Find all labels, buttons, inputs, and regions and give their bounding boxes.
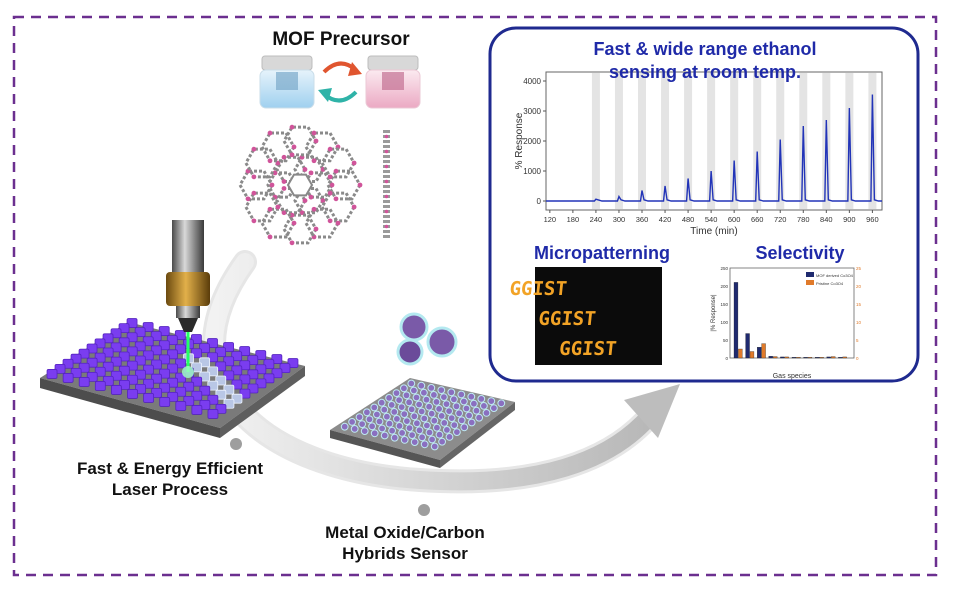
panel-title: Fast & wide range ethanol sensing at roo… xyxy=(540,38,870,83)
y-tick-label: 1000 xyxy=(523,167,541,176)
bar-mof-derived xyxy=(838,357,843,359)
bar-pristine xyxy=(819,357,824,359)
y-tick-label: 3000 xyxy=(523,107,541,116)
bar-mof-derived xyxy=(733,282,739,359)
laser-process-line-1: Fast & Energy Efficient xyxy=(76,459,264,478)
bar-chart-ylabel: |% Response| xyxy=(711,294,717,332)
bar-pristine xyxy=(738,348,743,359)
mof-framework-structure xyxy=(238,124,363,246)
pattern-text-row-2: GGIST xyxy=(537,308,596,330)
pattern-text-row-3: GGIST xyxy=(558,338,617,360)
hybrid-sensor-substrate xyxy=(330,378,515,468)
y-tick-label: 0 xyxy=(537,197,542,206)
bar-pristine xyxy=(761,343,766,359)
x-tick-label: 360 xyxy=(636,215,649,224)
bar-y2-tick-label: 20 xyxy=(856,284,862,289)
bar-y2-tick-label: 15 xyxy=(856,302,862,307)
bar-pristine xyxy=(831,356,836,359)
bar-mof-derived xyxy=(768,356,773,359)
bar-chart-xlabel: Gas species xyxy=(773,373,812,380)
line-chart-ylabel: % Response xyxy=(514,112,525,169)
bar-mof-derived xyxy=(826,356,831,359)
bar-legend-1: MOF derived Co3O4 xyxy=(816,273,854,278)
bar-pristine xyxy=(773,356,778,359)
hybrid-particle-array xyxy=(340,379,506,451)
bar-y-tick-label: 50 xyxy=(723,338,729,343)
x-tick-label: 720 xyxy=(774,215,787,224)
x-tick-label: 240 xyxy=(590,215,603,224)
x-tick-label: 840 xyxy=(820,215,833,224)
laser-process-label: Fast & Energy Efficient Laser Process xyxy=(40,458,300,501)
ethanol-response-chart: 0 1000 2000 3000 4000 120 180 240 300 360 420 480 5… xyxy=(514,71,883,237)
x-tick-label: 180 xyxy=(567,215,580,224)
exposure-band xyxy=(638,73,646,209)
outer-dashed-frame xyxy=(12,15,938,577)
panel-title-line-1: Fast & wide range ethanol xyxy=(593,39,817,59)
x-tick-label: 300 xyxy=(613,215,626,224)
y-tick-label: 4000 xyxy=(523,77,541,86)
x-tick-label: 600 xyxy=(728,215,741,224)
exchange-arrows-icon xyxy=(318,61,362,103)
bar-y2-tick-label: 10 xyxy=(856,320,862,325)
bar-mof-derived xyxy=(745,333,750,359)
bar-mof-derived xyxy=(780,356,785,359)
x-tick-label: 540 xyxy=(705,215,718,224)
exposure-band xyxy=(591,73,600,209)
hybrid-sensor-line-2: Hybrids Sensor xyxy=(342,544,468,564)
y-tick-label: 2000 xyxy=(523,137,541,146)
selectivity-bar-chart: 0 50 100 150 200 250 0 5 10 15 20 25 MOF derived C… xyxy=(711,266,862,380)
mof-rod-structure xyxy=(383,130,390,238)
bar-y-tick-label: 200 xyxy=(720,284,728,289)
bar-y-tick-label: 100 xyxy=(720,320,728,325)
x-tick-label: 660 xyxy=(751,215,764,224)
bar-pristine xyxy=(784,356,789,359)
bar-mof-derived xyxy=(803,357,808,359)
laser-head-icon xyxy=(166,220,210,378)
pink-vial-icon xyxy=(365,55,421,109)
hybrid-spheres-icon xyxy=(396,312,458,366)
bar-mof-derived xyxy=(757,347,762,359)
bar-pristine xyxy=(796,357,801,359)
laser-substrate xyxy=(40,318,305,438)
response-series-line xyxy=(546,94,882,202)
panel-title-line-2: sensing at room temp. xyxy=(608,61,802,82)
pattern-text-row-1: GGIST xyxy=(508,278,567,300)
line-chart-xlabel: Time (min) xyxy=(690,226,737,237)
bar-y2-tick-label: 25 xyxy=(856,266,862,271)
selectivity-label: Selectivity xyxy=(755,243,845,263)
mof-precursor-label: MOF Precursor xyxy=(272,29,410,50)
x-tick-label: 780 xyxy=(797,215,810,224)
bar-y-tick-label: 250 xyxy=(720,266,728,271)
hybrid-sensor-line-1: Metal Oxide/Carbon xyxy=(325,523,485,542)
bar-y2-tick-label: 0 xyxy=(856,356,859,361)
hybrid-sensor-label: Metal Oxide/Carbon Hybrids Sensor xyxy=(290,522,520,565)
x-tick-label: 420 xyxy=(659,215,672,224)
exposure-band xyxy=(707,73,716,209)
exposure-band xyxy=(661,73,670,209)
exposure-band xyxy=(684,73,693,209)
mof-precursor-vials xyxy=(259,55,421,109)
micropattern-image: GGIST GGIST GGIST xyxy=(508,267,662,365)
x-tick-label: 480 xyxy=(682,215,695,224)
x-tick-label: 900 xyxy=(843,215,856,224)
exposure-band xyxy=(753,73,762,209)
bar-y2-tick-label: 5 xyxy=(856,338,859,343)
bar-pristine xyxy=(807,357,813,359)
blue-vial-icon xyxy=(259,55,315,109)
bar-pristine xyxy=(749,351,755,359)
bar-y-tick-label: 150 xyxy=(720,302,728,307)
purple-cube-array xyxy=(46,318,299,419)
exposure-band xyxy=(614,73,623,209)
bar-mof-derived xyxy=(791,357,797,359)
laser-process-line-2: Laser Process xyxy=(111,480,229,500)
micropatterning-label: Micropatterning xyxy=(533,243,670,263)
bar-legend-2: Pristine Co3O4 xyxy=(816,281,844,286)
exposure-band xyxy=(730,73,739,209)
x-tick-label: 960 xyxy=(866,215,879,224)
x-tick-label: 120 xyxy=(544,215,557,224)
bar-pristine xyxy=(842,356,847,359)
bar-mof-derived xyxy=(815,357,820,359)
bar-y-tick-label: 0 xyxy=(725,356,728,361)
